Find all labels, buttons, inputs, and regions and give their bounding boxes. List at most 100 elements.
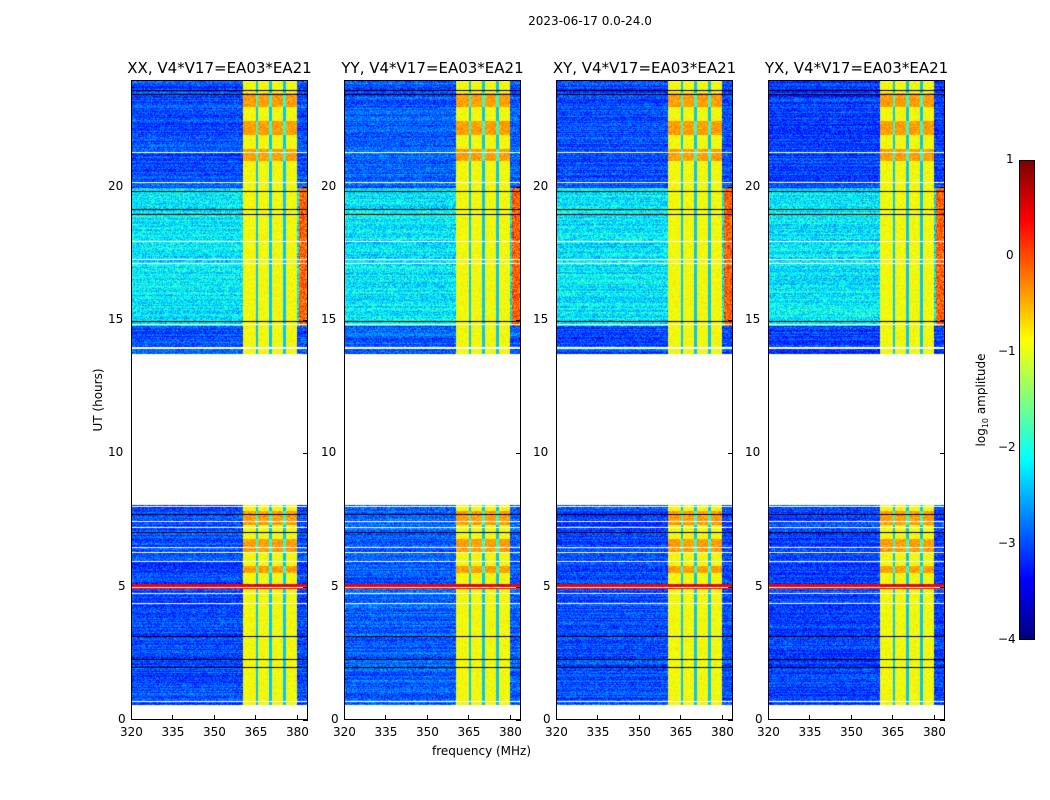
y-tick-mark [303,720,308,721]
heatmap-image [557,81,732,719]
x-tick-mark [597,715,599,720]
y-tick-label: 15 [745,312,761,326]
y-tick-label: 20 [108,178,124,193]
y-tick-label: 5 [331,578,339,593]
colorbar-tick-label: −1 [998,344,1016,358]
x-tick-label: 350 [202,725,226,739]
y-tick-mark [940,720,945,721]
y-tick-mark [728,453,733,455]
panel-title: YX, V4*V17=EA03*EA21 [764,59,949,77]
y-tick-label: 20 [321,178,337,193]
x-tick-label: 320 [120,725,143,739]
y-tick-label: 5 [543,578,551,593]
x-tick-label: 365 [881,725,905,739]
y-tick-mark [303,320,308,321]
x-tick-mark [255,715,257,720]
x-tick-mark [556,715,557,720]
colorbar [1019,160,1035,640]
x-tick-label: 365 [669,725,693,739]
x-tick-mark [892,715,894,720]
heatmap-image [345,81,520,719]
x-tick-mark [933,715,935,720]
x-tick-mark [638,715,640,720]
y-tick-label: 10 [745,445,761,460]
y-tick-mark [303,453,308,455]
y-axis-label: UT (hours) [91,368,105,432]
y-tick-mark [303,586,308,588]
x-tick-label: 320 [545,725,568,739]
x-tick-mark [344,715,345,720]
colorbar-tick-label: −3 [998,536,1016,550]
heatmap-image [132,81,307,719]
y-tick-label: 20 [533,178,549,193]
y-tick-mark [728,586,733,588]
x-tick-label: 335 [374,725,398,739]
x-tick-label: 350 [627,725,651,739]
spectrogram-panel [131,80,308,720]
y-tick-label: 15 [108,312,124,326]
y-tick-label: 0 [118,712,126,726]
x-tick-label: 350 [415,725,439,739]
x-tick-mark [385,715,387,720]
x-tick-mark [721,715,723,720]
x-tick-mark [131,715,132,720]
y-tick-label: 20 [745,178,761,193]
y-tick-mark [940,186,945,188]
y-tick-mark [516,720,521,721]
heatmap-image [769,81,944,719]
x-tick-mark [296,715,298,720]
x-tick-mark [468,715,470,720]
y-tick-label: 10 [321,445,337,460]
x-tick-label: 380 [922,725,946,739]
spectrogram-panel [556,80,733,720]
colorbar-label: log10 amplitude [973,353,991,447]
spectrogram-panel [768,80,945,720]
y-tick-mark [940,453,945,455]
y-tick-label: 10 [533,445,549,460]
x-axis-label: frequency (MHz) [432,744,532,758]
x-tick-label: 335 [161,725,185,739]
y-tick-label: 0 [755,712,763,726]
x-tick-label: 380 [285,725,309,739]
x-tick-mark [680,715,682,720]
x-tick-mark [172,715,174,720]
y-tick-label: 0 [331,712,339,726]
y-tick-mark [516,186,521,188]
panel-title: XY, V4*V17=EA03*EA21 [552,59,737,77]
x-tick-mark [426,715,428,720]
y-tick-label: 15 [321,312,337,326]
x-tick-label: 335 [586,725,610,739]
x-tick-label: 365 [457,725,481,739]
x-tick-label: 380 [710,725,734,739]
panel-title: XX, V4*V17=EA03*EA21 [127,59,312,77]
x-tick-label: 380 [498,725,522,739]
y-tick-mark [728,186,733,188]
y-tick-label: 15 [533,312,549,326]
y-tick-mark [728,320,733,321]
x-tick-mark [850,715,852,720]
y-tick-mark [940,320,945,321]
y-tick-label: 10 [108,445,124,460]
panel-title: YY, V4*V17=EA03*EA21 [341,59,524,77]
colorbar-tick-label: 0 [1006,248,1014,262]
y-tick-label: 5 [755,578,763,593]
x-tick-mark [809,715,811,720]
y-tick-mark [728,720,733,721]
y-tick-mark [940,586,945,588]
y-tick-label: 0 [543,712,551,726]
spectrogram-panel [344,80,521,720]
y-tick-mark [516,453,521,455]
x-tick-label: 335 [798,725,822,739]
y-tick-mark [516,320,521,321]
colorbar-tick-label: −4 [998,632,1016,646]
y-tick-label: 5 [118,578,126,593]
colorbar-tick-label: −2 [998,440,1016,454]
y-tick-mark [516,586,521,588]
x-tick-label: 320 [757,725,780,739]
x-tick-label: 365 [244,725,268,739]
y-tick-mark [303,186,308,188]
figure-title: 2023-06-17 0.0-24.0 [528,14,652,28]
x-tick-label: 350 [839,725,863,739]
x-tick-mark [768,715,769,720]
